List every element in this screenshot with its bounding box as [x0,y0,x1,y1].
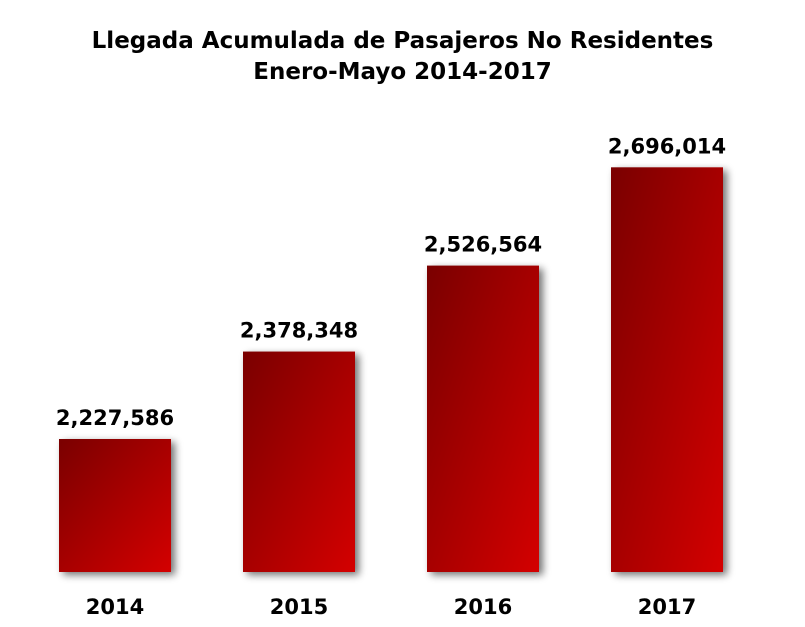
x-tick-label-2017: 2017 [638,595,696,619]
chart-title: Llegada Acumulada de Pasajeros No Reside… [91,28,714,54]
bar-2015 [243,351,355,572]
data-label-2016: 2,526,564 [424,233,542,257]
bar-2016 [427,265,539,572]
chart-subtitle: Enero-Mayo 2014-2017 [253,59,552,85]
bar-2014 [59,439,171,572]
bar-2017 [611,167,723,572]
data-label-2017: 2,696,014 [608,134,726,158]
data-label-2015: 2,378,348 [240,319,358,343]
x-tick-label-2015: 2015 [270,595,328,619]
x-tick-label-2014: 2014 [86,595,144,619]
chart-title-block: Llegada Acumulada de Pasajeros No Reside… [0,26,805,88]
x-tick-label-2016: 2016 [454,595,512,619]
data-label-2014: 2,227,586 [56,406,174,430]
